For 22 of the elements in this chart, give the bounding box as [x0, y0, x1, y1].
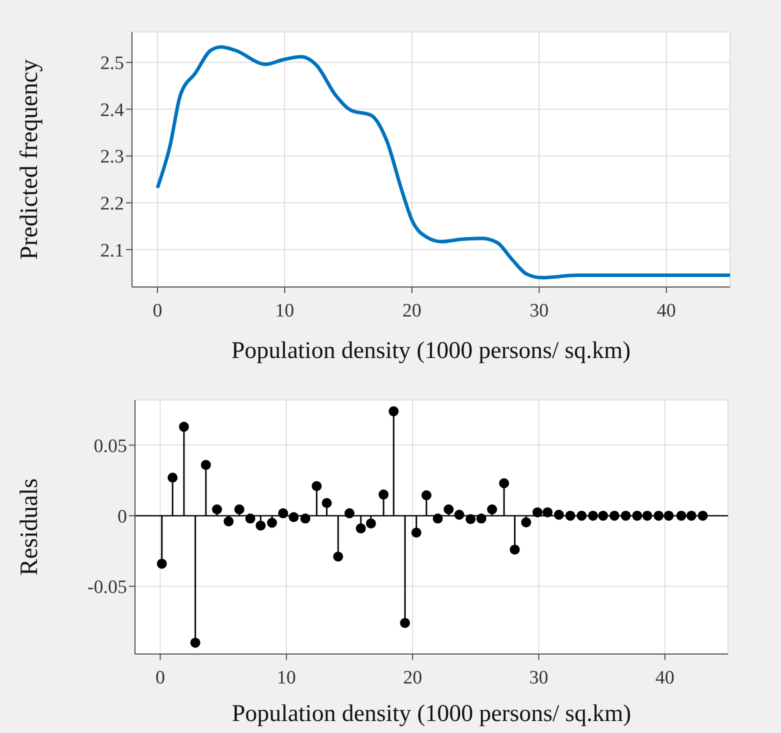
x-tick-label: 20: [402, 300, 422, 322]
x-tick-label: 30: [530, 300, 549, 322]
y-tick-label: 0.05: [94, 436, 127, 457]
x-tick-label: 0: [152, 300, 162, 322]
y-tick-label: -0.05: [87, 577, 127, 598]
x-tick-label: 30: [529, 667, 548, 688]
y-tick-label: 2.4: [100, 100, 124, 121]
y-tick-label: 2.1: [100, 240, 124, 262]
x-tick-label: 10: [275, 300, 294, 322]
x-tick-label: 0: [155, 667, 165, 688]
y-axis-title: Predicted frequency: [16, 58, 43, 260]
x-axis-title: Population density (1000 persons/ sq.km): [232, 701, 632, 727]
y-tick-label: 2.3: [100, 146, 124, 168]
y-axis-title: Residuals: [16, 478, 43, 576]
y-tick-label: 2.5: [100, 53, 124, 74]
x-tick-label: 10: [276, 667, 296, 688]
x-tick-label: 20: [403, 667, 422, 688]
x-tick-label: 40: [655, 667, 674, 688]
x-axis-title: Population density (1000 persons/ sq.km): [231, 338, 631, 364]
y-tick-label: 0: [118, 506, 127, 528]
x-tick-label: 40: [656, 300, 676, 322]
y-tick-label: 2.2: [100, 194, 124, 215]
